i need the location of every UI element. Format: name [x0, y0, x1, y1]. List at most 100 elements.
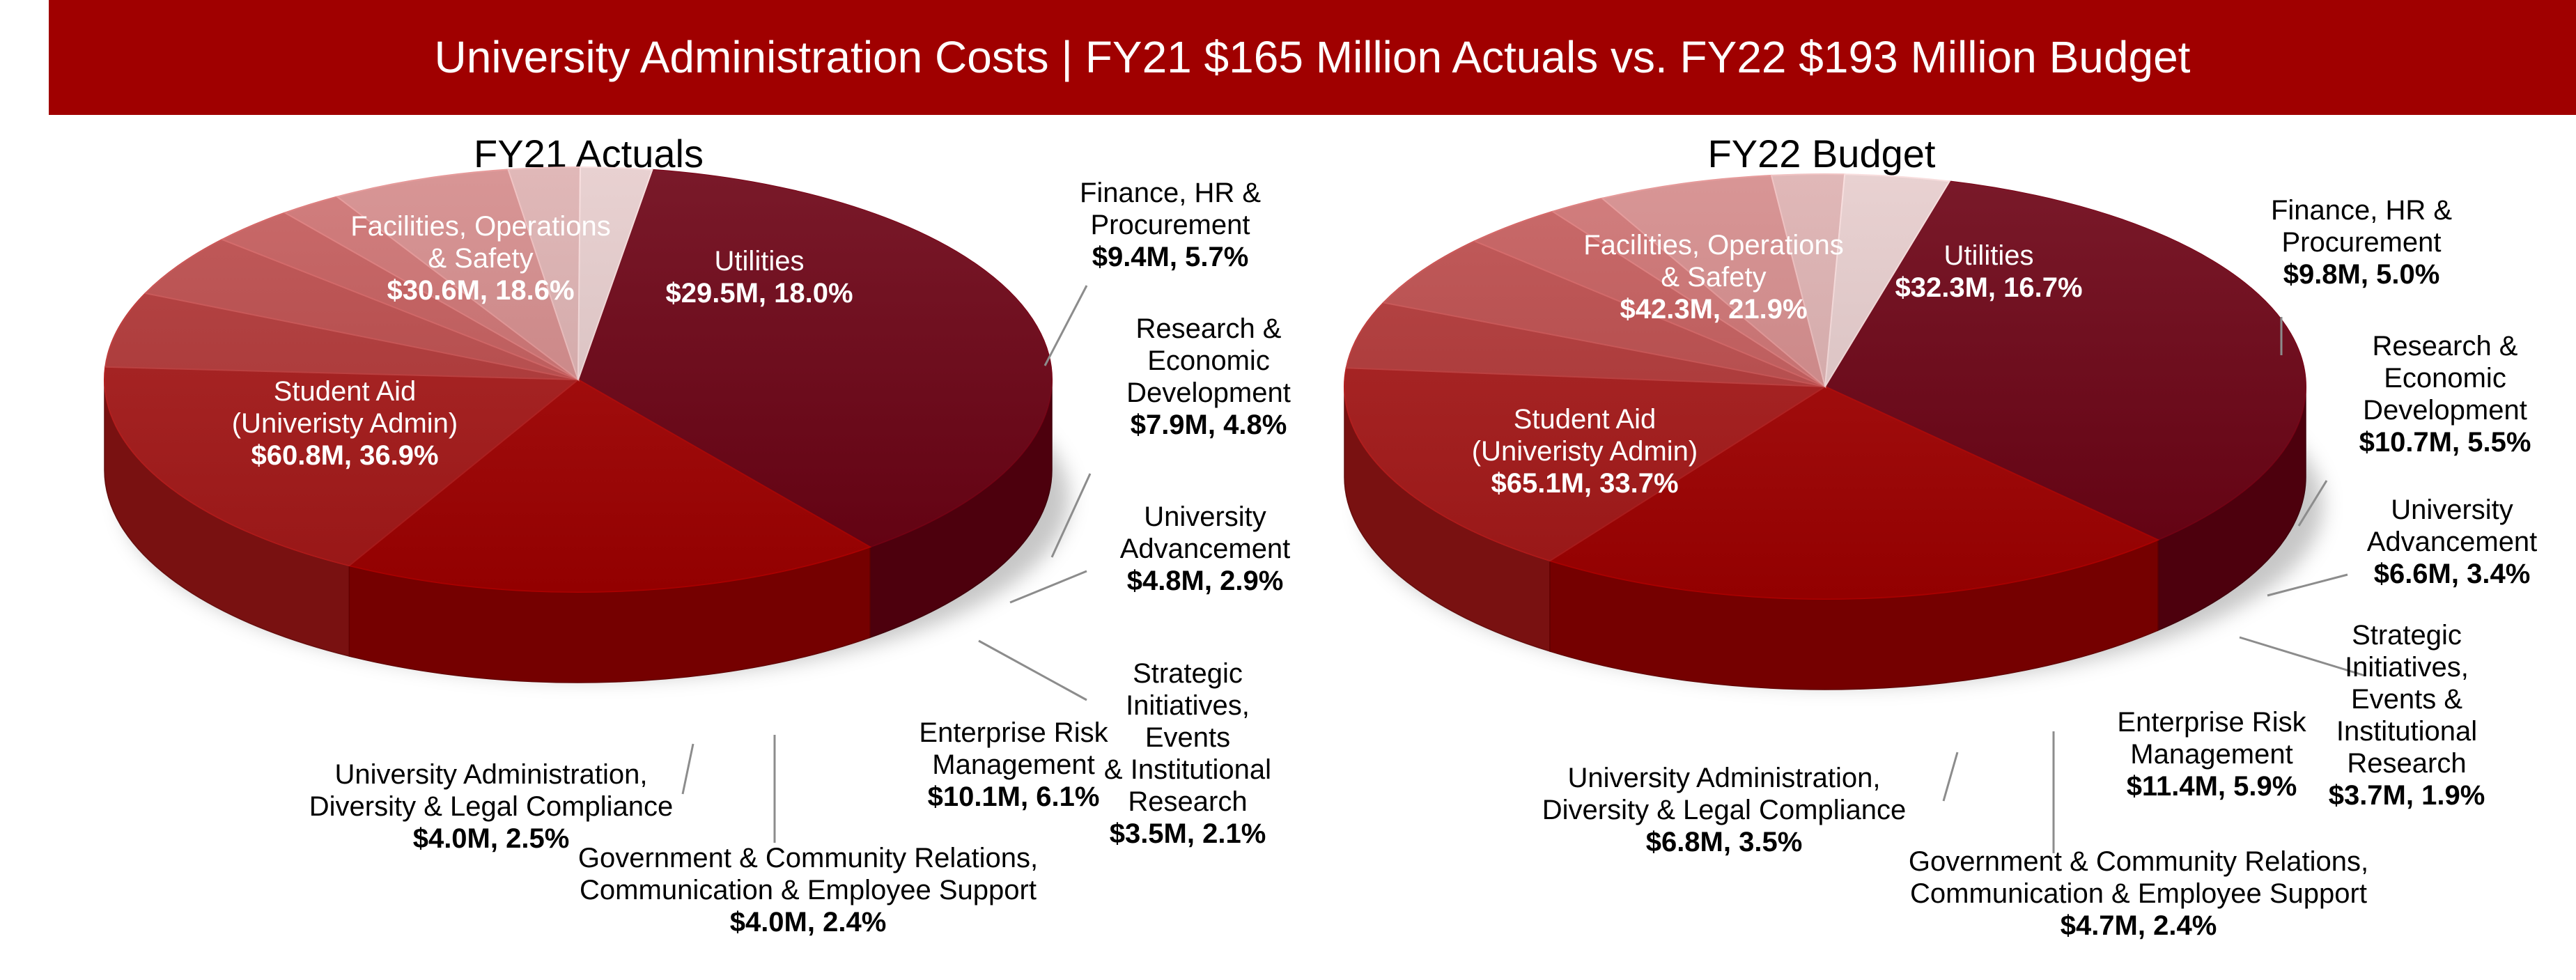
slice-value-label: $29.5M, 18.0% [665, 278, 853, 309]
slice-name-line: Utilities [1944, 240, 2034, 271]
slice-value-label: $9.4M, 5.7% [1092, 242, 1249, 272]
slice-name-line: Development [1126, 378, 1291, 408]
slice-value-label: $10.1M, 6.1% [928, 781, 1100, 812]
slice-value-label: $4.7M, 2.4% [2061, 910, 2217, 941]
leader-line [2267, 573, 2348, 597]
slice-label-admin: University Administration,Diversity & Le… [1542, 763, 1906, 857]
title-banner: University Administration Costs | FY21 $… [49, 0, 2576, 115]
slice-value-label: $6.6M, 3.4% [2374, 559, 2531, 589]
slice-name-line: University [2391, 495, 2513, 525]
slice-name-line: Student Aid [1514, 404, 1656, 435]
slice-name-line: Institutional [2336, 716, 2477, 747]
slice-name-line: Strategic [2352, 620, 2462, 651]
chart-title: FY22 Budget [1708, 132, 1936, 176]
slice-name-line: Communication & Employee Support [1910, 878, 2367, 909]
slice-name-line: University Administration, [1567, 763, 1880, 793]
slice-label-government: Government & Community Relations,Communi… [1909, 846, 2368, 941]
slice-label-finance: Finance, HR &Procurement$9.8M, 5.0% [2271, 195, 2452, 290]
leader-line [1050, 473, 1092, 558]
slice-name-line: Communication & Employee Support [580, 875, 1037, 905]
leader-line [2297, 480, 2328, 527]
page-title: University Administration Costs | FY21 $… [434, 32, 2191, 82]
fy22-pie-chart: FY22 Budget Student Aid(Univeristy Admin)… [1344, 132, 2537, 941]
slice-label-utilities: Utilities$32.3M, 16.7% [1895, 240, 2082, 303]
slice-name-line: Student Aid [274, 376, 417, 407]
leader-line [1009, 570, 1087, 604]
slice-value-label: $4.0M, 2.5% [413, 823, 570, 854]
slice-name-line: Government & Community Relations, [1909, 846, 2368, 877]
slice-name-line: Advancement [1120, 534, 1291, 564]
slice-name-line: University Administration, [334, 759, 647, 790]
slice-name-line: Initiatives, [2345, 652, 2469, 683]
slice-name-line: Research [1128, 786, 1247, 817]
slice-name-line: Management [2130, 739, 2292, 770]
slice-name-line: Development [2363, 395, 2527, 426]
leader-line [1043, 285, 1088, 366]
slice-name-line: Events & [2351, 684, 2462, 715]
slice-name-line: (Univeristy Admin) [1472, 436, 1698, 467]
slice-value-label: $11.4M, 5.9% [2127, 771, 2297, 802]
slice-name-line: Research [2347, 748, 2466, 779]
slice-name-line: Management [932, 749, 1094, 780]
leader-line [1942, 752, 1959, 802]
slice-name-line: Research & [1136, 313, 1282, 344]
slice-name-line: Facilities, Operations [1583, 230, 1843, 260]
slice-value-label: $7.9M, 4.8% [1131, 410, 1287, 440]
leader-line [681, 743, 695, 795]
slice-name-line: Research & [2373, 331, 2518, 361]
slice-label-admin: University Administration,Diversity & Le… [309, 759, 673, 854]
slice-label-utilities: Utilities$29.5M, 18.0% [665, 246, 853, 309]
slice-value-label: $32.3M, 16.7% [1895, 272, 2082, 303]
slice-value-label: $65.1M, 33.7% [1491, 468, 1678, 499]
slice-name-line: Initiatives, [1126, 690, 1250, 721]
slice-label-facilities: Facilities, Operations& Safety$30.6M, 18… [350, 211, 610, 306]
slice-value-label: $60.8M, 36.9% [251, 440, 438, 471]
slice-name-line: Government & Community Relations, [578, 843, 1038, 873]
slice-name-line: Finance, HR & [1080, 178, 1261, 208]
slice-label-student-aid: Student Aid(Univeristy Admin)$60.8M, 36.… [232, 376, 458, 471]
slice-value-label: $3.5M, 2.1% [1110, 818, 1266, 849]
slice-name-line: Enterprise Risk [2117, 707, 2306, 738]
slice-name-line: Procurement [1091, 210, 1250, 240]
slice-name-line: (Univeristy Admin) [232, 408, 458, 439]
slice-name-line: Diversity & Legal Compliance [1542, 795, 1906, 825]
slice-value-label: $4.8M, 2.9% [1127, 566, 1284, 596]
slice-name-line: Events [1145, 722, 1230, 753]
slice-value-label: $30.6M, 18.6% [387, 275, 574, 306]
slice-value-label: $3.7M, 1.9% [2329, 780, 2485, 811]
slice-name-line: & Institutional [1104, 754, 1271, 785]
leader-line [2239, 636, 2366, 677]
slice-name-line: Strategic [1133, 658, 1243, 689]
slice-value-label: $10.7M, 5.5% [2359, 427, 2531, 458]
slice-name-line: Diversity & Legal Compliance [309, 791, 673, 822]
slice-label-student-aid: Student Aid(Univeristy Admin)$65.1M, 33.… [1472, 404, 1698, 499]
slice-name-line: & Safety [428, 243, 533, 274]
slice-name-line: Facilities, Operations [350, 211, 610, 242]
slice-name-line: Enterprise Risk [919, 717, 1108, 748]
slice-value-label: $42.3M, 21.9% [1620, 294, 1807, 325]
slice-name-line: Utilities [715, 246, 805, 277]
slice-name-line: & Safety [1661, 262, 1766, 293]
slice-value-label: $4.0M, 2.4% [730, 907, 887, 938]
slice-name-line: Finance, HR & [2271, 195, 2452, 226]
slice-label-finance: Finance, HR &Procurement$9.4M, 5.7% [1080, 178, 1261, 272]
slice-name-line: Economic [1147, 345, 1270, 376]
slice-value-label: $9.8M, 5.0% [2283, 259, 2440, 290]
slice-name-line: University [1144, 501, 1266, 532]
slice-label-facilities: Facilities, Operations& Safety$42.3M, 21… [1583, 230, 1843, 325]
slice-name-line: Advancement [2367, 527, 2538, 557]
slice-value-label: $6.8M, 3.5% [1646, 827, 1803, 857]
slice-label-government: Government & Community Relations,Communi… [578, 843, 1038, 938]
leader-line [978, 639, 1087, 701]
slice-name-line: Procurement [2282, 227, 2442, 258]
slice-name-line: Economic [2384, 363, 2506, 394]
